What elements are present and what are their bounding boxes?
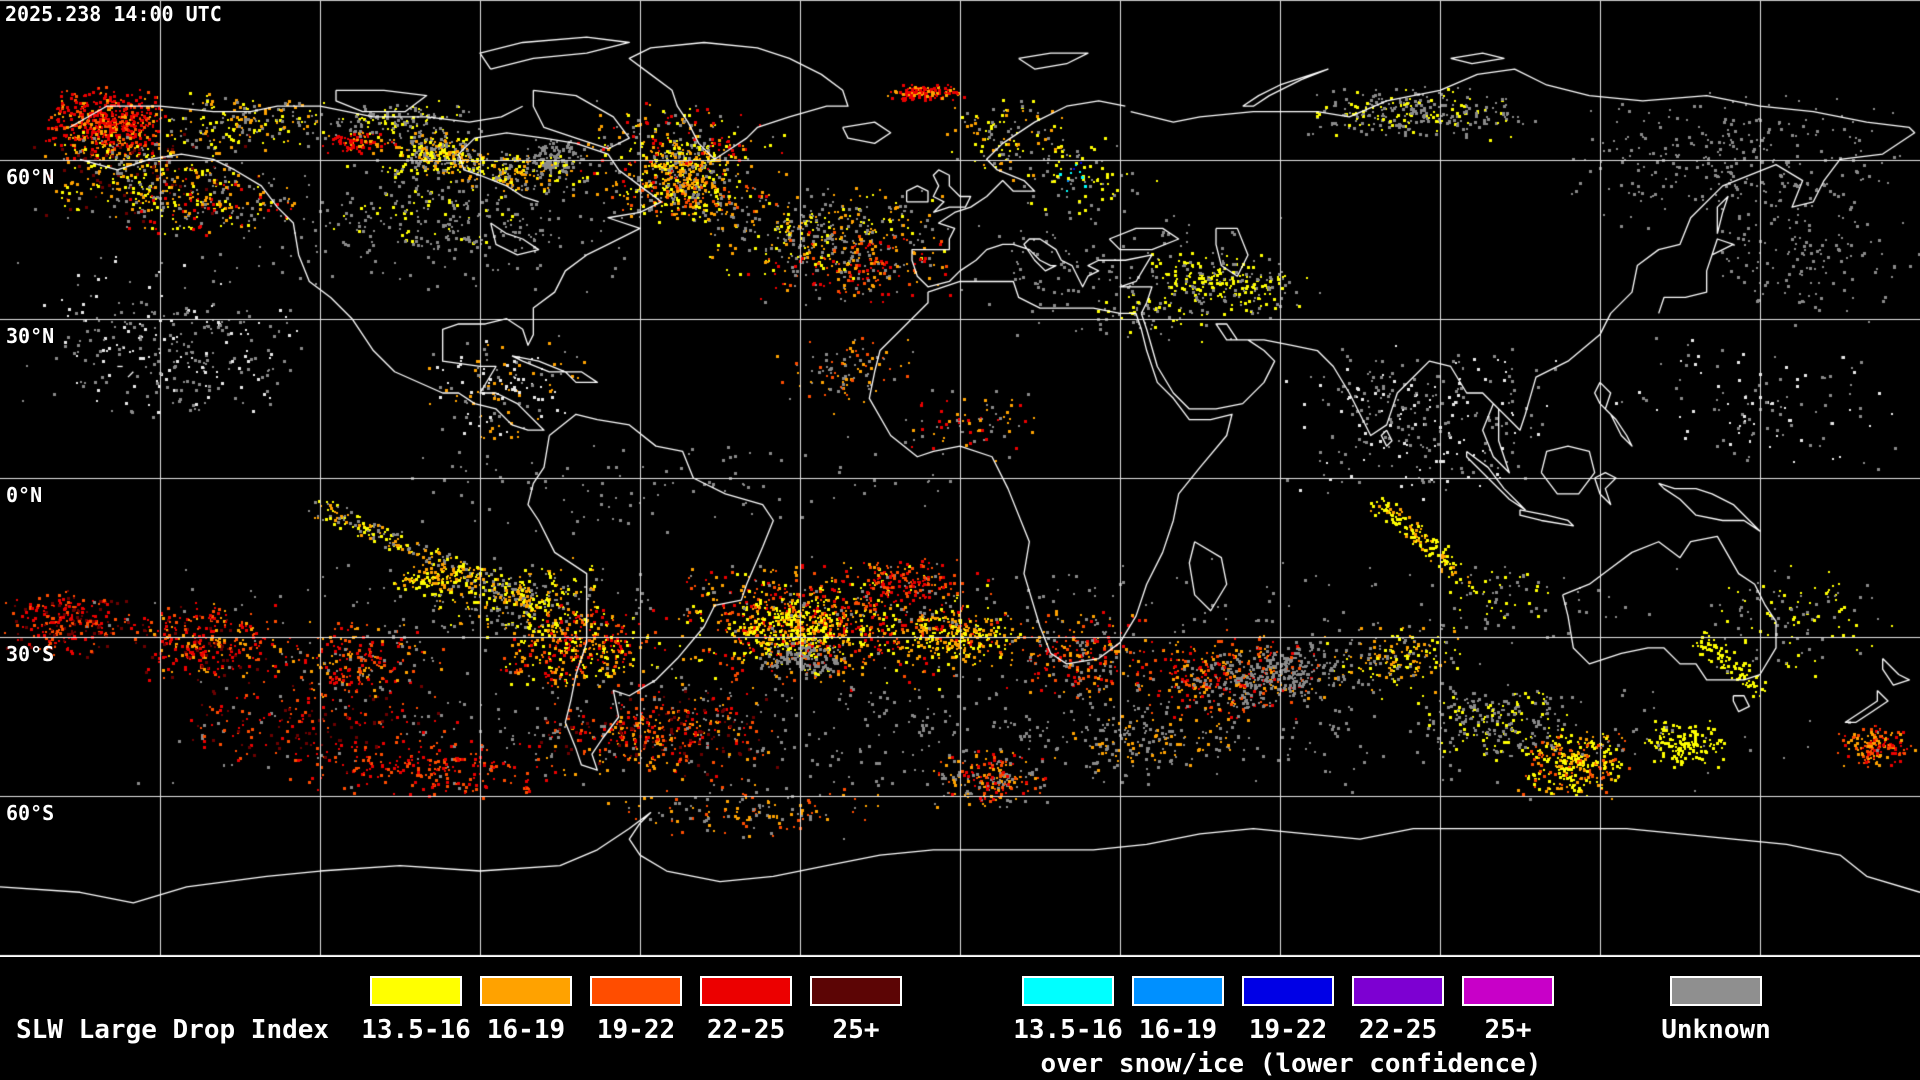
legend-bin-cell: 16-19 — [471, 976, 581, 1045]
bin-range-label: 22-25 — [706, 1015, 786, 1045]
timestamp-label: 2025.238 14:00 UTC — [5, 2, 222, 26]
legend-bin-cell: 25+ — [801, 976, 911, 1045]
legend-unknown-bin: Unknown — [1660, 976, 1772, 1045]
bin-range-label: 13.5-16 — [361, 1015, 471, 1045]
legend-bin-cell: 13.5-16 — [361, 976, 471, 1045]
bin-range-label: 19-22 — [1248, 1015, 1328, 1045]
legend-bin-cell: 19-22 — [1233, 976, 1343, 1045]
world-map: 2025.238 14:00 UTC 60°N 30°N 0°N 30°S 60°S — [0, 0, 1920, 957]
map-canvas — [0, 0, 1920, 957]
bin-range-label: 19-22 — [596, 1015, 676, 1045]
color-swatch — [1242, 976, 1334, 1006]
legend-bin-cell: 22-25 — [691, 976, 801, 1045]
bin-range-label: 13.5-16 — [1013, 1015, 1123, 1045]
lat-label: 0°N — [6, 483, 43, 507]
color-swatch — [370, 976, 462, 1006]
color-swatch — [590, 976, 682, 1006]
legend-snow-caption: over snow/ice (lower confidence) — [1040, 1049, 1542, 1079]
color-swatch — [480, 976, 572, 1006]
bin-range-label: 22-25 — [1358, 1015, 1438, 1045]
bin-range-label: 16-19 — [486, 1015, 566, 1045]
bin-range-label: 25+ — [832, 1015, 880, 1045]
color-swatch — [810, 976, 902, 1006]
color-swatch — [1022, 976, 1114, 1006]
color-swatch — [1352, 976, 1444, 1006]
color-swatch — [700, 976, 792, 1006]
lat-label: 60°S — [6, 801, 55, 825]
unknown-color-swatch — [1670, 976, 1762, 1006]
legend-bin-cell: 19-22 — [581, 976, 691, 1045]
legend-bin-cell: 25+ — [1453, 976, 1563, 1045]
legend-title: SLW Large Drop Index — [16, 1015, 330, 1045]
lat-label: 30°S — [6, 642, 55, 666]
bin-range-label: 25+ — [1484, 1015, 1532, 1045]
bin-range-label: 16-19 — [1138, 1015, 1218, 1045]
legend-bin-cell: 16-19 — [1123, 976, 1233, 1045]
legend-bin-cell: 22-25 — [1343, 976, 1453, 1045]
lat-label: 60°N — [6, 165, 55, 189]
lat-label: 30°N — [6, 324, 55, 348]
legend-bin-cell: 13.5-16 — [1013, 976, 1123, 1045]
color-swatch — [1132, 976, 1224, 1006]
unknown-label: Unknown — [1661, 1015, 1771, 1045]
legend: SLW Large Drop Index 13.5-16 16-19 19-22 22… — [0, 957, 1920, 1080]
color-swatch — [1462, 976, 1554, 1006]
